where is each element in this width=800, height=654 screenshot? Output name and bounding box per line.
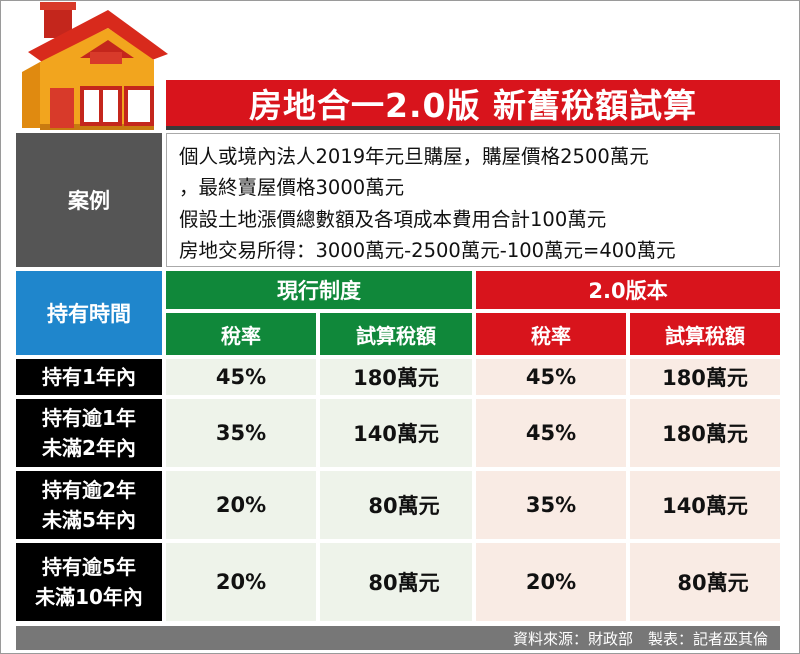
subheader-rate-v2: 稅率: [476, 313, 626, 355]
table-cell: 80萬元: [630, 543, 780, 621]
table-cell: 180萬元: [630, 359, 780, 395]
table-cell: 180萬元: [630, 399, 780, 467]
group-header-current: 現行制度: [166, 271, 472, 309]
table-cell: 45%: [476, 359, 626, 395]
case-line: 假設土地漲價總數額及各項成本費用合計100萬元: [179, 208, 607, 231]
table-cell: 80萬元: [320, 543, 472, 621]
table-cell: 45%: [476, 399, 626, 467]
case-description: 個人或境內法人2019年元旦購屋，購屋價格2500萬元 ，最終賣屋價格3000萬…: [166, 133, 780, 267]
table-cell: 20%: [166, 471, 316, 539]
page-title: 房地合一2.0版 新舊稅額試算: [166, 80, 780, 130]
table-cell: 20%: [476, 543, 626, 621]
case-line: 房地交易所得：3000萬元-2500萬元-100萬元=400萬元: [179, 239, 676, 262]
group-header-v2: 2.0版本: [476, 271, 780, 309]
subheader-rate-current: 稅率: [166, 313, 316, 355]
house-icon: [22, 2, 168, 130]
table-cell: 45%: [166, 359, 316, 395]
subheader-tax-current: 試算稅額: [320, 313, 472, 355]
table-cell: 140萬元: [630, 471, 780, 539]
case-label: 案例: [16, 133, 162, 267]
table-cell: 35%: [166, 399, 316, 467]
row-label: 持有逾5年 未滿10年內: [16, 543, 162, 621]
row-label: 持有1年內: [16, 359, 162, 395]
case-line: 個人或境內法人2019年元旦購屋，購屋價格2500萬元: [179, 145, 649, 168]
holding-period-header: 持有時間: [16, 271, 162, 355]
table-cell: 180萬元: [320, 359, 472, 395]
table-cell: 140萬元: [320, 399, 472, 467]
subheader-tax-v2: 試算稅額: [630, 313, 780, 355]
table-cell: 35%: [476, 471, 626, 539]
source-footer: 資料來源：財政部 製表：記者巫其倫: [16, 626, 780, 650]
case-line: ，最終賣屋價格3000萬元: [179, 176, 405, 199]
table-cell: 80萬元: [320, 471, 472, 539]
row-label: 持有逾2年 未滿5年內: [16, 471, 162, 539]
row-label: 持有逾1年 未滿2年內: [16, 399, 162, 467]
table-cell: 20%: [166, 543, 316, 621]
